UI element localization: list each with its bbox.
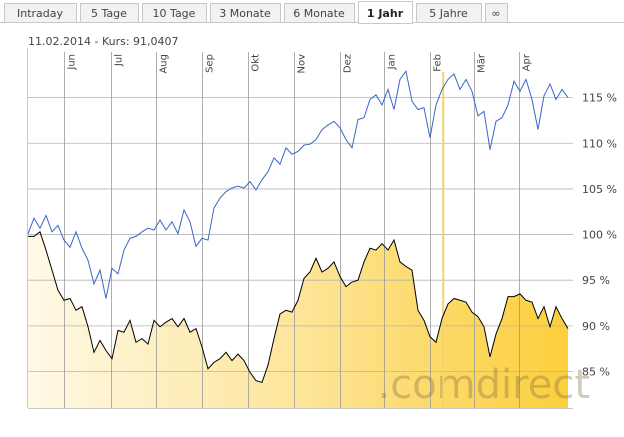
x-tick-label: Jul [114, 54, 125, 67]
tab-label: 5 Tage [91, 7, 127, 20]
y-tick-label: 85 % [582, 365, 610, 378]
tab-background [210, 3, 281, 23]
x-tick-label: Okt [251, 54, 262, 72]
line [28, 231, 569, 384]
x-tick-label: Aug [159, 54, 170, 74]
x-tick-label: Mär [477, 53, 488, 73]
tab[interactable]: 6 Monate [284, 3, 355, 23]
area [28, 231, 568, 408]
plot: 85 % 90 % 95 % 100 % 105 % 110 % 115 % Jun Jul Au… [27, 48, 617, 409]
tab-label: 10 Tage [153, 7, 196, 20]
tab-background [485, 3, 508, 23]
x-tick-label: Dez [343, 54, 354, 73]
tab-label: Intraday [17, 7, 64, 20]
x-tick-label: Feb [433, 54, 444, 72]
tab-label: 3 Monate [219, 7, 271, 20]
tab[interactable]: ∞ [485, 3, 508, 23]
tab-background [284, 3, 355, 23]
tab[interactable]: 10 Tage [142, 3, 207, 23]
tab[interactable]: Intraday [4, 3, 77, 23]
y-tick-label: 95 % [582, 274, 610, 287]
tab-background [4, 3, 77, 23]
y-tick-label: 110 % [582, 137, 617, 150]
tab-background [416, 3, 482, 23]
y-tick-label: 100 % [582, 229, 617, 242]
x-tick-label: Apr [522, 53, 533, 71]
x-tick-label: Nov [297, 54, 308, 74]
line [27, 69, 569, 299]
tab-label: ∞ [491, 7, 500, 20]
y-tick-label: 115 % [582, 92, 617, 105]
tab-label: 1 Jahr [367, 7, 404, 20]
x-tick-label: Jan [387, 54, 398, 70]
chart-title: 11.02.2014 - Kurs: 91,0407 [28, 35, 179, 48]
tab-background [358, 1, 413, 24]
tab-background [80, 3, 139, 23]
tab-background [142, 3, 207, 23]
tab[interactable]: 1 Jahr [358, 1, 413, 24]
y-tick-label: 90 % [582, 320, 610, 333]
tab-label: 5 Jahre [429, 7, 468, 20]
x-tick-label: Sep [205, 54, 216, 73]
tab[interactable]: 5 Jahre [416, 3, 482, 23]
tab[interactable]: 3 Monate [210, 3, 281, 23]
y-tick-label: 105 % [582, 183, 617, 196]
x-tick-label: Jun [67, 54, 78, 71]
tab-label: 6 Monate [293, 7, 345, 20]
tab[interactable]: 5 Tage [80, 3, 139, 23]
watermark: .comdirect [378, 362, 591, 408]
tab-bar: Intraday 5 Tage 10 Tage 3 Monate 6 Monate 1 J… [0, 1, 624, 24]
